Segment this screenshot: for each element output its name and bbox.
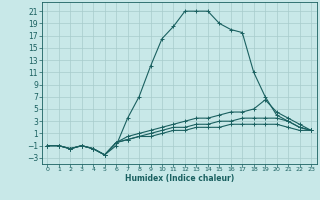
X-axis label: Humidex (Indice chaleur): Humidex (Indice chaleur) [124, 174, 234, 183]
